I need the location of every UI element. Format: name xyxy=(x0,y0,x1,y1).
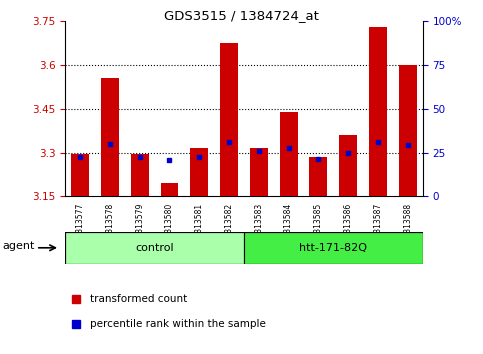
Text: percentile rank within the sample: percentile rank within the sample xyxy=(90,319,266,329)
Text: agent: agent xyxy=(2,241,34,251)
FancyBboxPatch shape xyxy=(65,232,244,264)
Bar xyxy=(220,43,238,196)
Text: htt-171-82Q: htt-171-82Q xyxy=(299,243,367,253)
Bar xyxy=(369,27,387,196)
Bar xyxy=(280,112,298,196)
FancyBboxPatch shape xyxy=(244,232,423,264)
Bar xyxy=(160,183,178,196)
Bar xyxy=(250,148,268,196)
Bar xyxy=(71,154,89,196)
Text: control: control xyxy=(135,243,174,253)
Bar xyxy=(131,154,149,196)
Bar xyxy=(190,148,208,196)
Text: GDS3515 / 1384724_at: GDS3515 / 1384724_at xyxy=(164,9,319,22)
Text: transformed count: transformed count xyxy=(90,294,187,304)
Bar xyxy=(399,65,417,196)
Bar xyxy=(310,157,327,196)
Bar xyxy=(101,78,119,196)
Bar xyxy=(339,135,357,196)
